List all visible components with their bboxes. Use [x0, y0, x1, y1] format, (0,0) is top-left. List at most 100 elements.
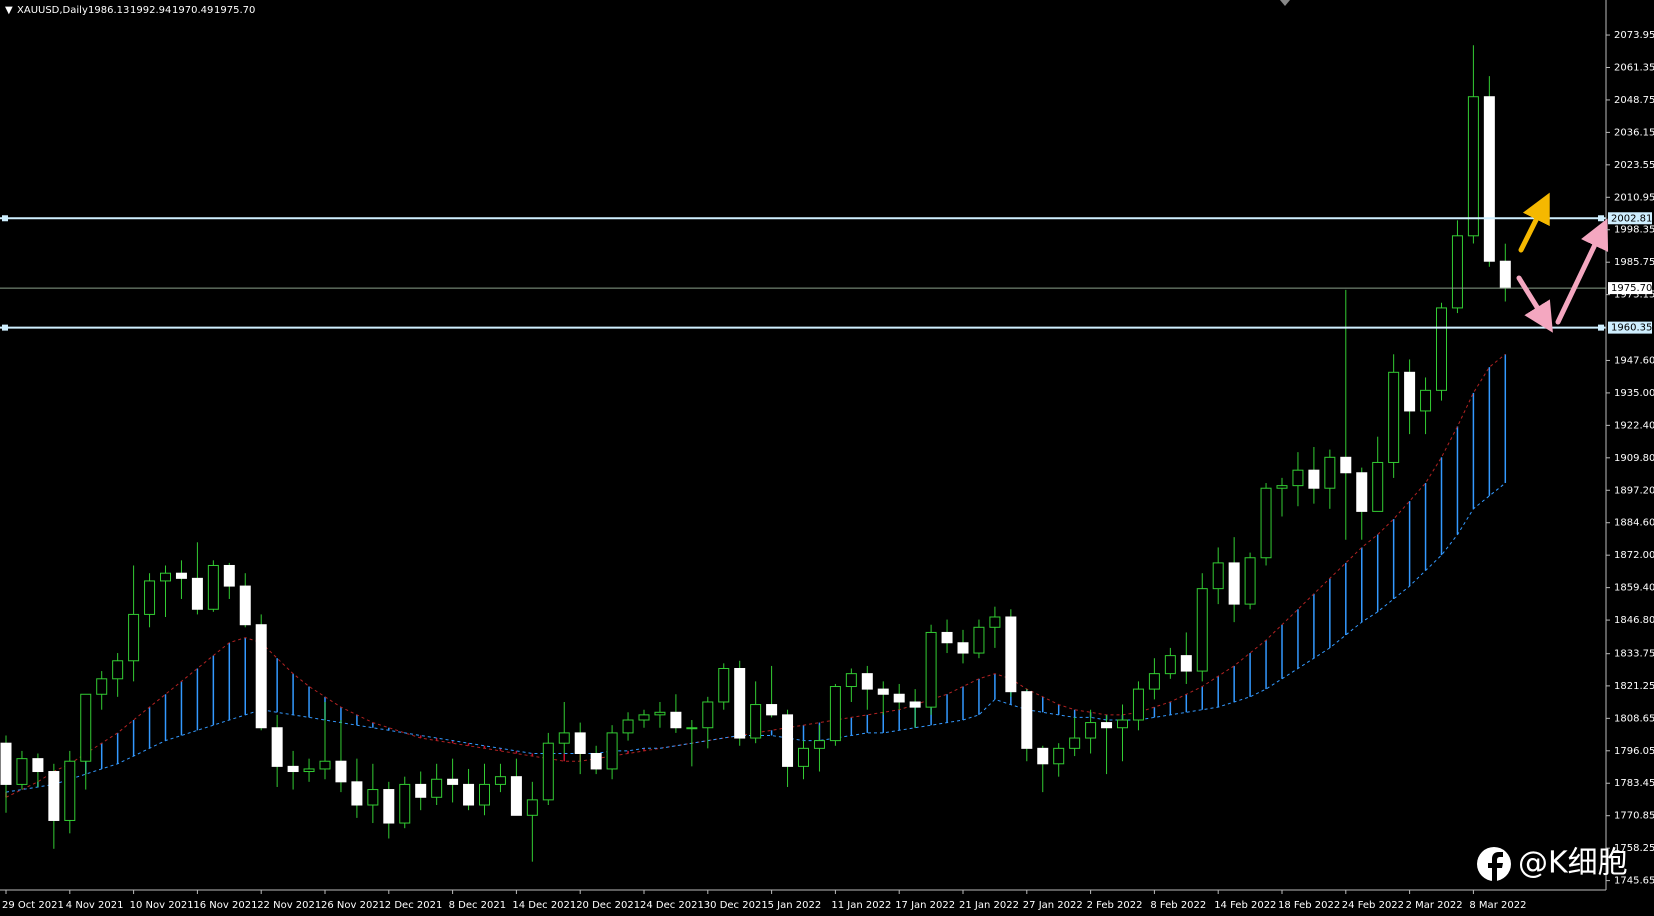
price-label: 1960.35: [1611, 323, 1652, 334]
candle-body: [1292, 469, 1304, 487]
y-tick-label: 1745.65: [1614, 876, 1654, 887]
line-handle: [2, 324, 8, 331]
candle-body: [191, 577, 203, 610]
y-tick-label: 1758.25: [1614, 843, 1654, 854]
candle-body: [1085, 722, 1097, 739]
candle-body: [558, 732, 570, 744]
x-tick-label: 14 Feb 2022: [1214, 900, 1276, 911]
header-open: 1986.13: [88, 5, 129, 16]
candle-body: [207, 564, 219, 610]
candle-body: [654, 711, 666, 716]
watermark: @K细胞: [1477, 846, 1628, 881]
header-arrow: ▼: [5, 5, 13, 16]
candle-body: [96, 678, 108, 695]
x-tick-label: 4 Nov 2021: [66, 900, 124, 911]
y-tick-label: 2073.95: [1614, 30, 1654, 41]
candle-body: [1420, 389, 1432, 412]
x-tick-label: 16 Nov 2021: [193, 900, 257, 911]
x-tick-label: 20 Dec 2021: [576, 900, 640, 911]
candle-body: [223, 564, 235, 587]
line-handle: [1598, 215, 1604, 222]
candle-body: [1132, 688, 1144, 721]
candle-body: [1499, 260, 1511, 289]
candle-body: [80, 693, 92, 762]
candle-body: [798, 747, 809, 767]
x-tick-label: 22 Nov 2021: [257, 900, 321, 911]
candle-body: [1069, 737, 1081, 749]
candle-body: [1021, 691, 1033, 749]
candle-body: [941, 631, 953, 644]
candle-body: [479, 783, 490, 806]
y-tick-label: 1808.65: [1614, 713, 1654, 724]
y-tick-label: 2048.75: [1614, 95, 1654, 106]
y-tick-label: 1821.25: [1614, 681, 1654, 692]
candle-body: [144, 580, 156, 615]
arrow-down-pink: [1516, 275, 1553, 333]
candle-body: [542, 742, 554, 801]
candle-body: [1196, 588, 1208, 672]
candle-body: [1228, 562, 1240, 605]
candle-body: [766, 704, 778, 716]
candle-body: [734, 668, 746, 739]
candle-body: [861, 673, 873, 690]
candle-body: [1436, 307, 1447, 391]
candle-body: [160, 572, 171, 582]
candle-body: [813, 740, 825, 749]
candle-body: [909, 701, 921, 708]
watermark-text: @K细胞: [1518, 846, 1628, 881]
candle-body: [112, 660, 124, 680]
candle-body: [893, 693, 905, 703]
x-tick-label: 14 Dec 2021: [512, 900, 576, 911]
x-tick-label: 24 Feb 2022: [1342, 900, 1404, 911]
y-tick-label: 2036.15: [1614, 127, 1654, 138]
candle-body: [1117, 719, 1128, 729]
candle-body: [1388, 371, 1400, 463]
candle-body: [702, 701, 714, 729]
candle-body: [494, 776, 506, 785]
header-low: 1970.49: [172, 5, 213, 16]
y-tick-label: 1846.80: [1614, 615, 1654, 626]
candle-body: [1308, 469, 1320, 489]
candle-body: [590, 752, 602, 770]
y-tick-label: 2010.95: [1614, 192, 1654, 203]
candle-body: [877, 688, 889, 695]
symbol: XAUUSD,Daily: [17, 5, 88, 16]
candle-body: [335, 760, 347, 783]
candle-body: [128, 613, 140, 662]
line-handle: [1598, 324, 1604, 331]
y-tick-label: 1897.20: [1614, 485, 1654, 496]
candle-body: [1356, 472, 1368, 512]
candle-body: [1244, 557, 1256, 605]
candle-body: [271, 727, 283, 767]
header-close: 1975.70: [214, 5, 255, 16]
x-tick-label: 2 Feb 2022: [1087, 900, 1143, 911]
shift-marker: [1280, 0, 1290, 6]
y-tick-label: 1859.40: [1614, 583, 1654, 594]
y-tick-label: 1922.40: [1614, 420, 1654, 431]
candle-body: [64, 760, 76, 821]
candle-body: [638, 714, 650, 721]
y-tick-label: 2061.35: [1614, 62, 1654, 73]
candle-body: [1148, 673, 1160, 690]
candle-body: [303, 768, 315, 773]
x-tick-label: 26 Nov 2021: [321, 900, 385, 911]
y-tick-label: 1884.60: [1614, 518, 1654, 529]
price-label-box: [1608, 321, 1652, 334]
candle-body: [32, 758, 44, 773]
candle-body: [782, 714, 794, 767]
candle-body: [973, 626, 985, 654]
candle-body: [1483, 96, 1495, 262]
candle-body: [1467, 96, 1479, 237]
candle-body: [686, 727, 698, 730]
candle-body: [526, 799, 538, 816]
candle-body: [718, 668, 730, 703]
x-tick-label: 10 Nov 2021: [130, 900, 194, 911]
y-tick-label: 1935.00: [1614, 388, 1654, 399]
candle-body: [351, 781, 363, 806]
candle-body: [463, 783, 475, 806]
x-tick-label: 8 Feb 2022: [1150, 900, 1206, 911]
candle-body: [1180, 655, 1192, 672]
price-label-box: [1608, 212, 1652, 225]
